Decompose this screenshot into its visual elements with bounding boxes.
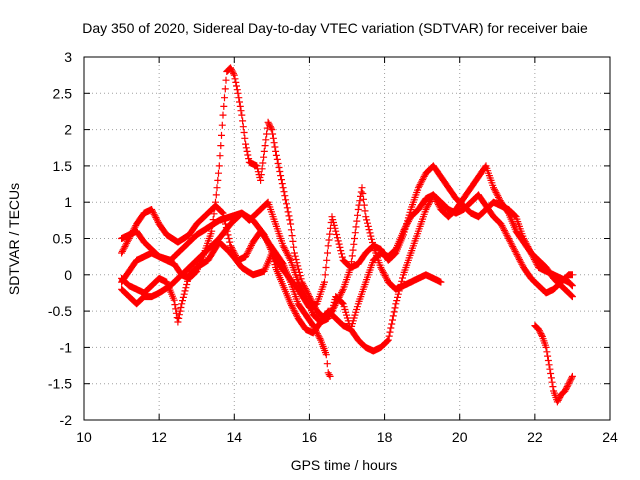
series-trace-4	[118, 162, 576, 337]
series-trace-5	[118, 162, 576, 311]
plot-frame	[83, 56, 611, 421]
marker-path	[118, 162, 576, 337]
series-trace-6	[531, 322, 576, 406]
x-tick-label: 24	[602, 429, 618, 445]
x-tick-label: 14	[226, 429, 242, 445]
y-tick-label: -1.5	[48, 376, 72, 392]
y-tick-label: 2.5	[53, 85, 73, 101]
y-tick-label: -2	[60, 412, 73, 428]
y-tick-label: 0.5	[53, 231, 73, 247]
y-tick-label: -0.5	[48, 303, 72, 319]
y-tick-label: 0	[64, 267, 72, 283]
y-tick-label: 1	[64, 194, 72, 210]
grid-lines	[84, 57, 610, 420]
y-tick-label: -1	[60, 339, 73, 355]
x-tick-labels: 10 12 14 16 18 20 22 24	[76, 429, 618, 445]
x-tick-label: 10	[76, 429, 92, 445]
y-tick-label: 3	[64, 49, 72, 65]
marker-path	[118, 162, 576, 311]
x-tick-label: 20	[452, 429, 468, 445]
data-points	[118, 64, 576, 406]
y-tick-labels: 3 2.5 2 1.5 1 0.5 0 -0.5 -1 -1.5 -2	[48, 49, 72, 428]
x-tick-label: 22	[527, 429, 543, 445]
y-tick-label: 1.5	[53, 158, 73, 174]
y-tick-label: 2	[64, 122, 72, 138]
x-tick-label: 18	[377, 429, 393, 445]
axis-ticks	[83, 56, 611, 421]
chart-title: Day 350 of 2020, Sidereal Day-to-day VTE…	[82, 20, 588, 36]
y-axis-label: SDTVAR / TECUs	[6, 183, 22, 295]
x-tick-label: 16	[302, 429, 318, 445]
x-axis-label: GPS time / hours	[291, 457, 398, 473]
x-tick-label: 12	[151, 429, 167, 445]
marker-path	[531, 322, 576, 406]
